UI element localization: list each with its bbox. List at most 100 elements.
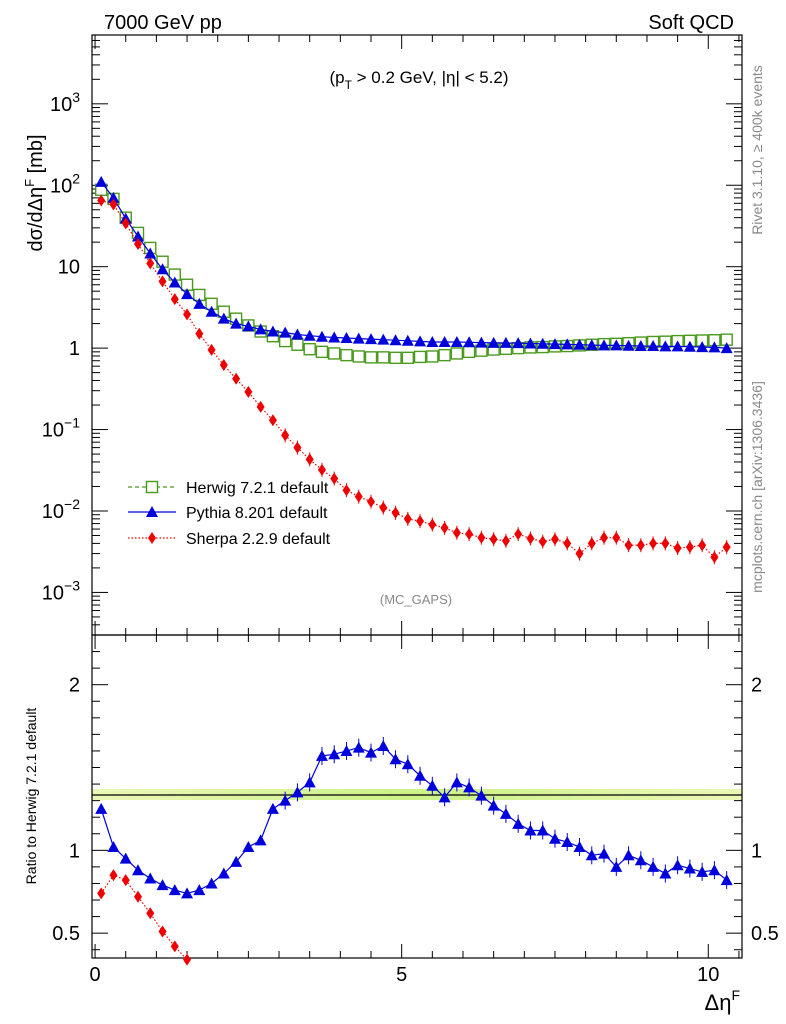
ratio-point <box>279 794 292 806</box>
data-point <box>512 337 525 349</box>
data-point <box>279 326 292 338</box>
data-point <box>95 175 108 187</box>
ratio-point <box>524 824 537 836</box>
data-point <box>389 334 402 346</box>
ratio-axis-ticks <box>92 635 742 958</box>
ratio-point <box>352 741 365 753</box>
ratio-y-tick-label-left: 2 <box>69 675 80 697</box>
main-series-layer <box>94 175 733 565</box>
data-point <box>97 194 106 207</box>
data-point <box>610 339 623 351</box>
data-point <box>526 532 535 545</box>
data-point <box>256 400 265 413</box>
ratio-point <box>121 874 130 887</box>
data-point <box>696 341 709 353</box>
data-point <box>195 327 204 340</box>
ratio-point <box>183 953 192 966</box>
data-point <box>548 338 561 350</box>
ratio-point <box>303 776 316 788</box>
series-pythia <box>95 175 733 354</box>
data-point <box>462 345 476 359</box>
rivet-version-text: Rivet 3.1.10, ≥ 400k events <box>749 65 765 235</box>
data-point <box>328 331 341 343</box>
x-tick-label: 0 <box>90 964 101 986</box>
data-point <box>487 336 500 348</box>
ratio-point <box>487 799 500 811</box>
data-point <box>403 512 412 525</box>
ratio-y-tick-label-left: 0.5 <box>52 923 80 945</box>
data-point <box>489 533 498 546</box>
header-right: Soft QCD <box>648 12 734 34</box>
x-tick-labels: 0 5 10 <box>90 964 720 986</box>
ratio-point <box>133 890 142 903</box>
data-point <box>585 339 598 351</box>
data-point <box>438 335 451 347</box>
data-point <box>661 537 670 550</box>
data-point <box>170 293 179 306</box>
data-point <box>328 347 341 360</box>
ratio-point <box>585 849 598 861</box>
data-point <box>501 534 510 547</box>
data-point <box>230 317 243 329</box>
ratio-point <box>671 859 684 871</box>
ratio-point <box>193 884 206 896</box>
main-y-tick-label: 10−1 <box>42 415 80 442</box>
ratio-point <box>328 748 341 760</box>
series-line <box>100 189 727 359</box>
legend-entry-pythia: Pythia 8.201 default <box>128 505 328 522</box>
ratio-point <box>499 807 512 819</box>
data-point <box>352 350 365 363</box>
ratio-point <box>463 781 476 793</box>
main-y-tick-label: 10−3 <box>42 577 80 604</box>
data-point <box>514 528 523 541</box>
data-point <box>698 539 707 552</box>
ratio-point <box>170 940 179 953</box>
ratio-point <box>119 852 132 864</box>
data-point <box>266 325 279 337</box>
data-point <box>710 551 719 564</box>
data-point <box>563 537 572 550</box>
data-point <box>538 535 547 548</box>
data-point <box>389 351 402 365</box>
data-point <box>575 547 584 560</box>
legend-entry-herwig: Herwig 7.2.1 default <box>128 480 329 497</box>
x-tick-label: 5 <box>396 964 407 986</box>
data-point <box>463 336 476 348</box>
data-point <box>207 343 216 356</box>
ratio-point <box>426 779 439 791</box>
mcplots-reference-text: mcplots.cern.ch [arXiv:1306.3436] <box>749 381 765 593</box>
data-point <box>342 484 351 497</box>
ratio-point <box>438 791 451 803</box>
ratio-line <box>100 745 728 895</box>
ratio-point <box>158 925 167 938</box>
data-point <box>524 337 537 349</box>
data-point <box>450 347 464 360</box>
ratio-point <box>95 802 108 814</box>
ratio-y-tick-label-right: 2 <box>751 675 762 697</box>
data-point <box>232 372 241 385</box>
ratio-point <box>205 877 218 889</box>
data-point <box>352 332 365 344</box>
ratio-point <box>475 789 488 801</box>
x-tick-label: 10 <box>697 964 719 986</box>
data-point <box>107 191 120 203</box>
data-point <box>561 338 574 350</box>
data-point <box>193 297 206 309</box>
data-point <box>364 351 378 364</box>
data-point <box>708 341 721 353</box>
ratio-point <box>720 874 733 886</box>
data-point <box>244 385 253 398</box>
series-line <box>101 199 728 559</box>
data-point <box>379 501 388 514</box>
analysis-watermark: (MC_GAPS) <box>380 592 452 607</box>
data-point <box>413 350 427 364</box>
data-point <box>573 338 586 350</box>
data-point <box>377 351 390 364</box>
data-point <box>315 345 329 359</box>
main-y-tick-label: 103 <box>50 89 80 116</box>
legend-label-sherpa: Sherpa 2.2.9 default <box>186 531 331 548</box>
main-y-tick-label: 1 <box>69 338 80 360</box>
ratio-y-axis-label: Ratio to Herwig 7.2.1 default <box>23 708 39 885</box>
ratio-frame <box>91 634 743 959</box>
